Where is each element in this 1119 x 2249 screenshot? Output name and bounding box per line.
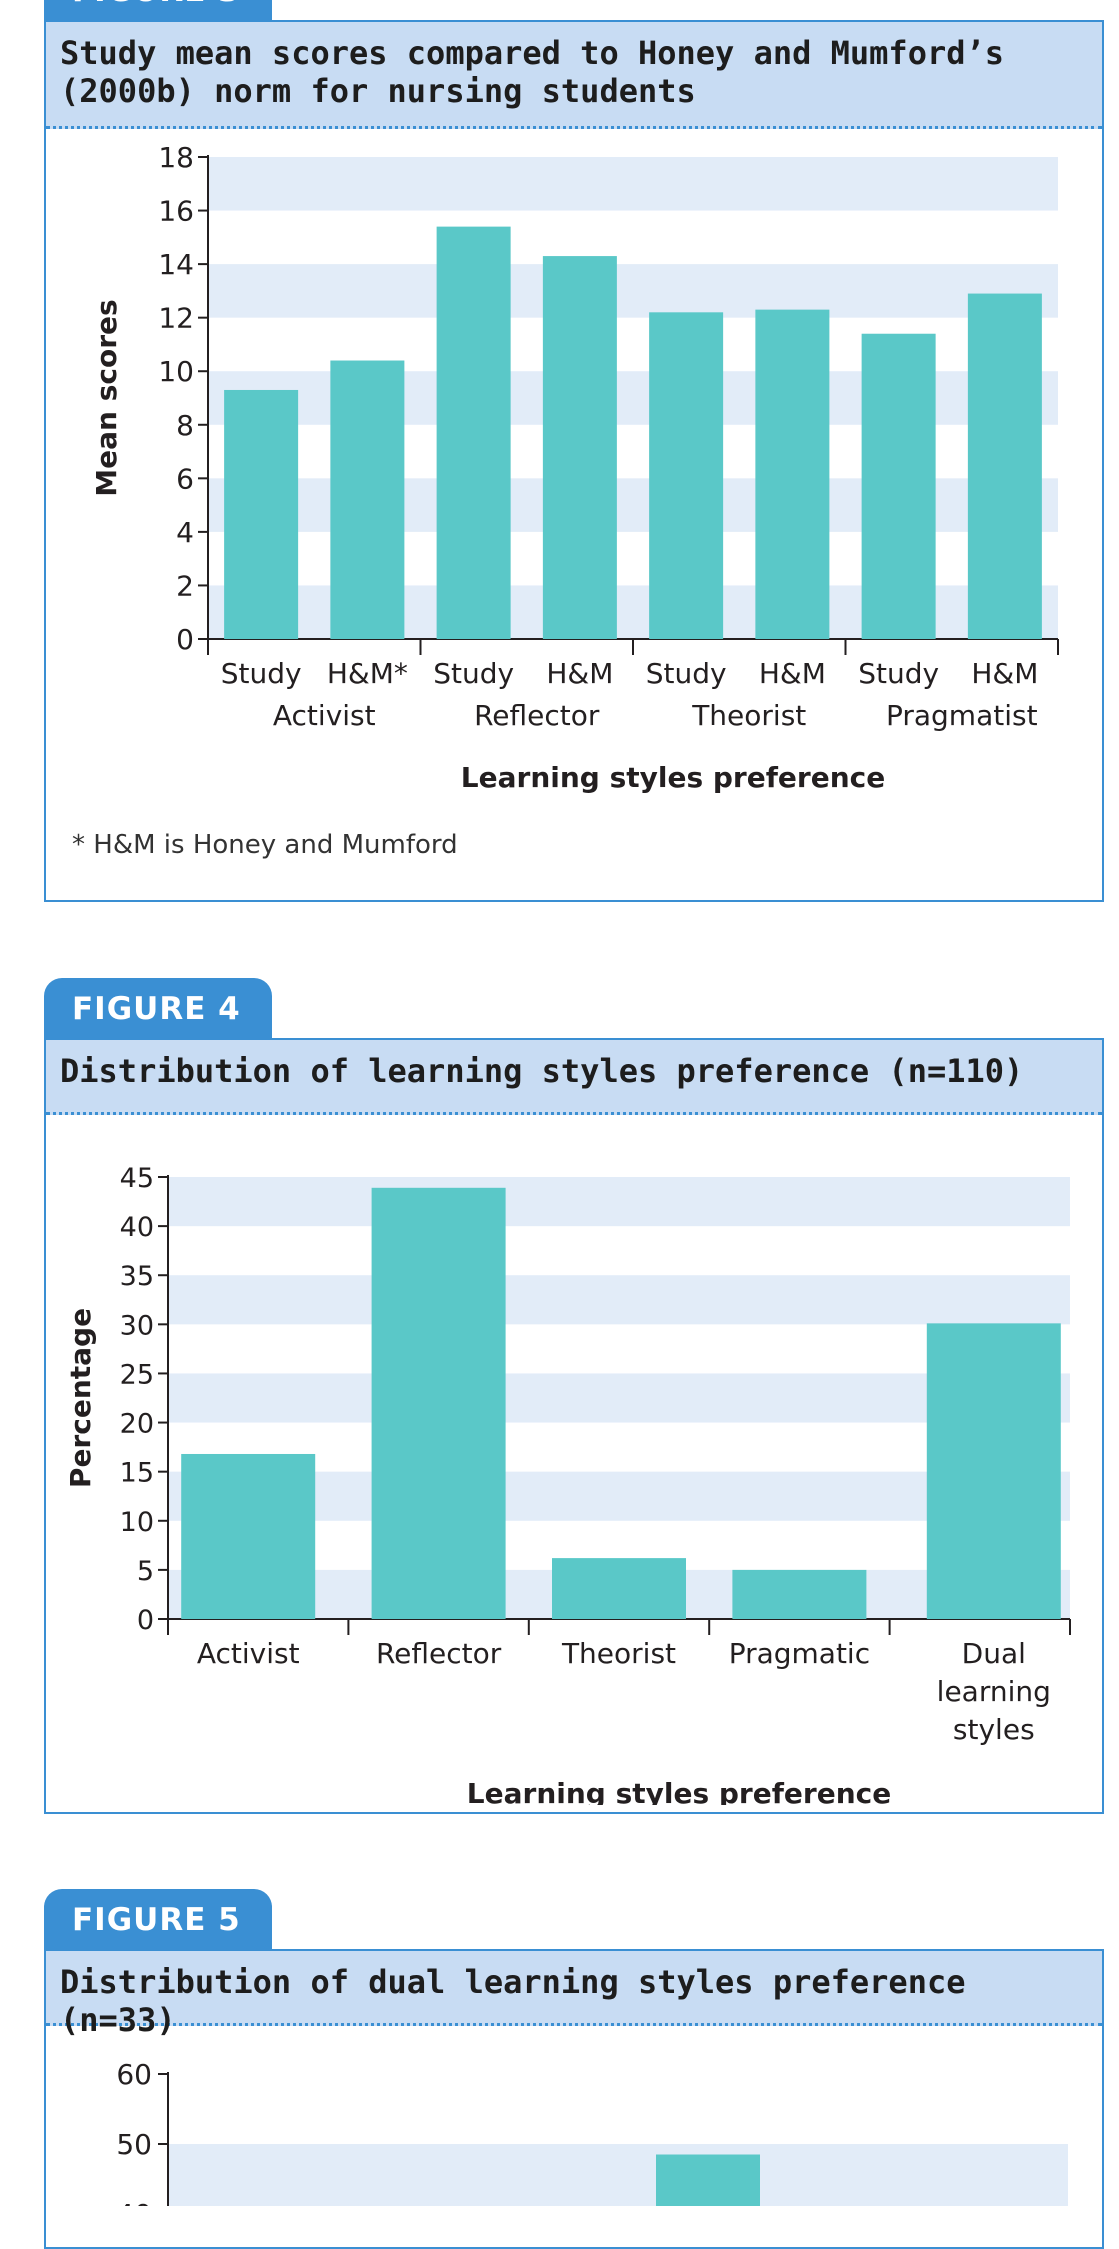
figure-3-chart: 0 2 4 6 8 10 12 14 16 18 Study H&M* Study H&M Study H&M… [90,141,1059,794]
y-tick-label: 45 [120,1163,154,1194]
y-tick-label: 30 [120,1310,154,1341]
x-tick-label: Activist [197,1637,300,1670]
y-tick-label: 2 [176,569,194,602]
y-tick-label: 8 [176,409,194,442]
bar [967,293,1042,639]
y-tick-label: 10 [120,1507,154,1538]
grid-band [208,264,1058,318]
group-label: Reflector [474,699,600,732]
figure-4-chart: 0 5 10 15 20 25 30 35 40 45 Activist Reflector Theor… [64,1163,1071,1805]
y-tick-label: 25 [120,1359,154,1390]
grid-band [168,1275,1070,1325]
grid-band [168,2144,1068,2206]
y-tick-label: 35 [120,1261,154,1292]
bar [181,1453,316,1619]
y-tick-label: 10 [158,355,194,388]
x-tick-label: Dual [962,1637,1026,1670]
grid-band [168,1471,1070,1521]
bar [436,226,511,639]
x-tick-label: Study [221,657,302,690]
x-tick-label: H&M [759,657,826,690]
x-tick-label: Reflector [376,1637,502,1670]
y-axis-label: Percentage [64,1308,97,1488]
figure-4-title: Distribution of learning styles preferen… [46,1040,1102,1115]
grid-band [168,1177,1070,1227]
figure-3-tab: FIGURE 3 [44,0,272,22]
bar [861,333,936,639]
x-tick-label: H&M [971,657,1038,690]
y-tick-label: 12 [158,302,194,335]
figure-5-chart: 40 50 60 [116,2058,1068,2206]
x-tick-label: styles [953,1713,1035,1746]
bar [755,309,830,639]
figure-4-tab: FIGURE 4 [44,978,272,1040]
y-tick-label: 5 [137,1556,154,1587]
figure-5-title: Distribution of dual learning styles pre… [46,1951,1102,2039]
figure-3-footnote: * H&M is Honey and Mumford [72,830,458,860]
y-tick-label: 20 [120,1409,154,1440]
bar [656,2154,760,2206]
x-tick-label: Study [646,657,727,690]
y-tick-label: 60 [116,2058,152,2091]
grid-band [208,157,1058,211]
bar [542,256,617,639]
y-tick-label: 50 [116,2128,152,2161]
x-tick-label: H&M [546,657,613,690]
y-tick-label: 0 [137,1605,154,1636]
y-tick-label: 16 [158,195,194,228]
bar [649,312,724,639]
y-tick-label: 40 [120,1212,154,1243]
figure-5-tab: FIGURE 5 [44,1889,272,1951]
bar [552,1558,686,1619]
y-tick-label: 40 [116,2198,152,2206]
grid-band [168,1373,1070,1423]
x-tick-label: Study [433,657,514,690]
y-tick-label: 6 [176,462,194,495]
x-axis-label: Learning styles preference [461,761,885,794]
group-label: Activist [273,699,376,732]
figure-5-box: Distribution of dual learning styles pre… [44,1949,1104,2249]
x-axis-label: Learning styles preference [467,1777,891,1805]
x-tick-label: learning [937,1675,1051,1708]
x-tick-label: H&M* [327,657,408,690]
x-tick-label: Theorist [561,1637,676,1670]
bar [330,360,405,639]
bar [371,1187,506,1619]
bar [926,1323,1061,1619]
y-tick-label: 18 [158,141,194,174]
group-label: Pragmatist [886,699,1038,732]
figure-3-title: Study mean scores compared to Honey and … [46,22,1102,129]
x-tick-label: Pragmatic [729,1637,870,1670]
y-axis-label: Mean scores [90,299,123,496]
x-tick-label: Study [858,657,939,690]
y-tick-label: 0 [176,623,194,656]
bar [224,389,299,639]
bar [732,1569,867,1619]
y-tick-label: 14 [158,248,194,281]
figure-4-box: Distribution of learning styles preferen… [44,1038,1104,1814]
group-label: Theorist [691,699,806,732]
y-tick-label: 4 [176,516,194,549]
y-tick-label: 15 [120,1458,154,1489]
figure-3-box: Study mean scores compared to Honey and … [44,20,1104,902]
